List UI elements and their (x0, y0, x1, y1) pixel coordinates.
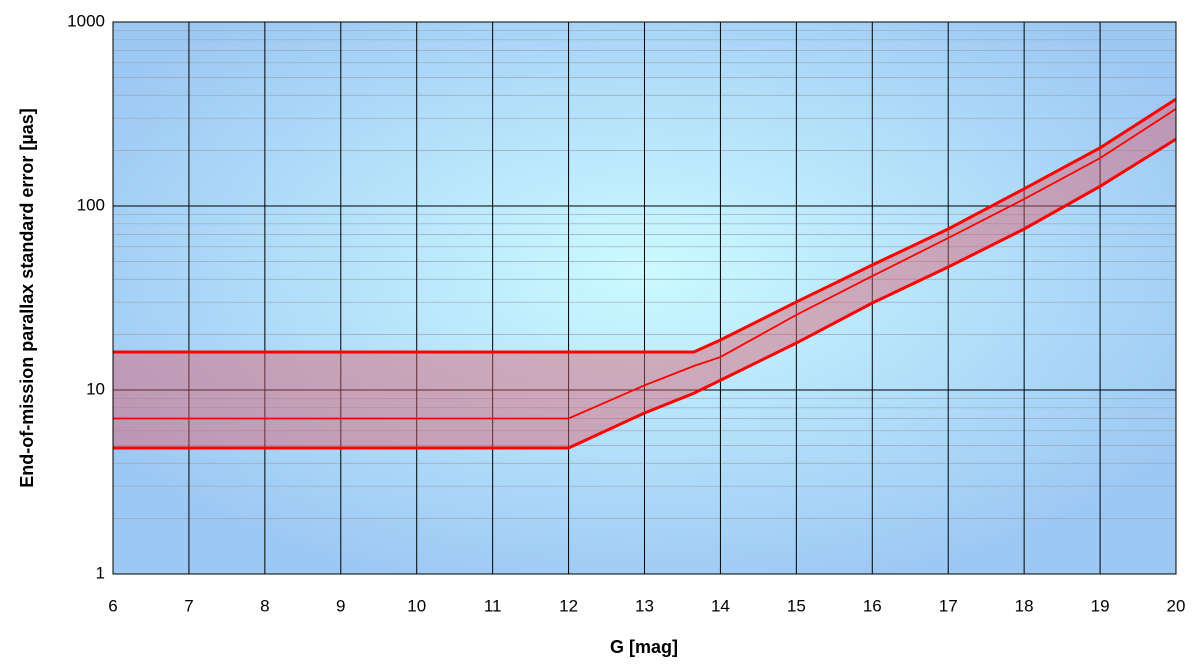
y-axis-title: End-of-mission parallax standard error [… (17, 108, 37, 487)
x-tick-label: 8 (260, 596, 269, 615)
x-tick-label: 16 (863, 596, 882, 615)
x-tick-label: 14 (711, 596, 730, 615)
x-tick-label: 20 (1167, 596, 1186, 615)
error-band (113, 99, 1176, 448)
series-line (113, 137, 1177, 450)
x-tick-label: 18 (1015, 596, 1034, 615)
x-tick-label: 9 (336, 596, 345, 615)
series-line (113, 97, 1177, 354)
x-tick-label: 10 (407, 596, 426, 615)
x-tick-label: 17 (939, 596, 958, 615)
x-tick-label: 12 (559, 596, 578, 615)
plot-frame (112, 21, 1177, 575)
x-axis-title: G [mag] (610, 637, 678, 657)
y-tick-label: 10 (86, 379, 105, 398)
series-line (113, 108, 1177, 420)
marks (113, 97, 1177, 450)
y-tick-label: 1000 (67, 11, 105, 30)
x-tick-label: 19 (1091, 596, 1110, 615)
x-tick-label: 15 (787, 596, 806, 615)
x-tick-label: 7 (184, 596, 193, 615)
grid (112, 21, 1177, 575)
x-tick-label: 11 (484, 596, 502, 615)
x-tick-label: 6 (108, 596, 117, 615)
y-tick-label: 1 (96, 563, 105, 582)
y-tick-label: 100 (77, 195, 105, 214)
x-tick-label: 13 (635, 596, 654, 615)
